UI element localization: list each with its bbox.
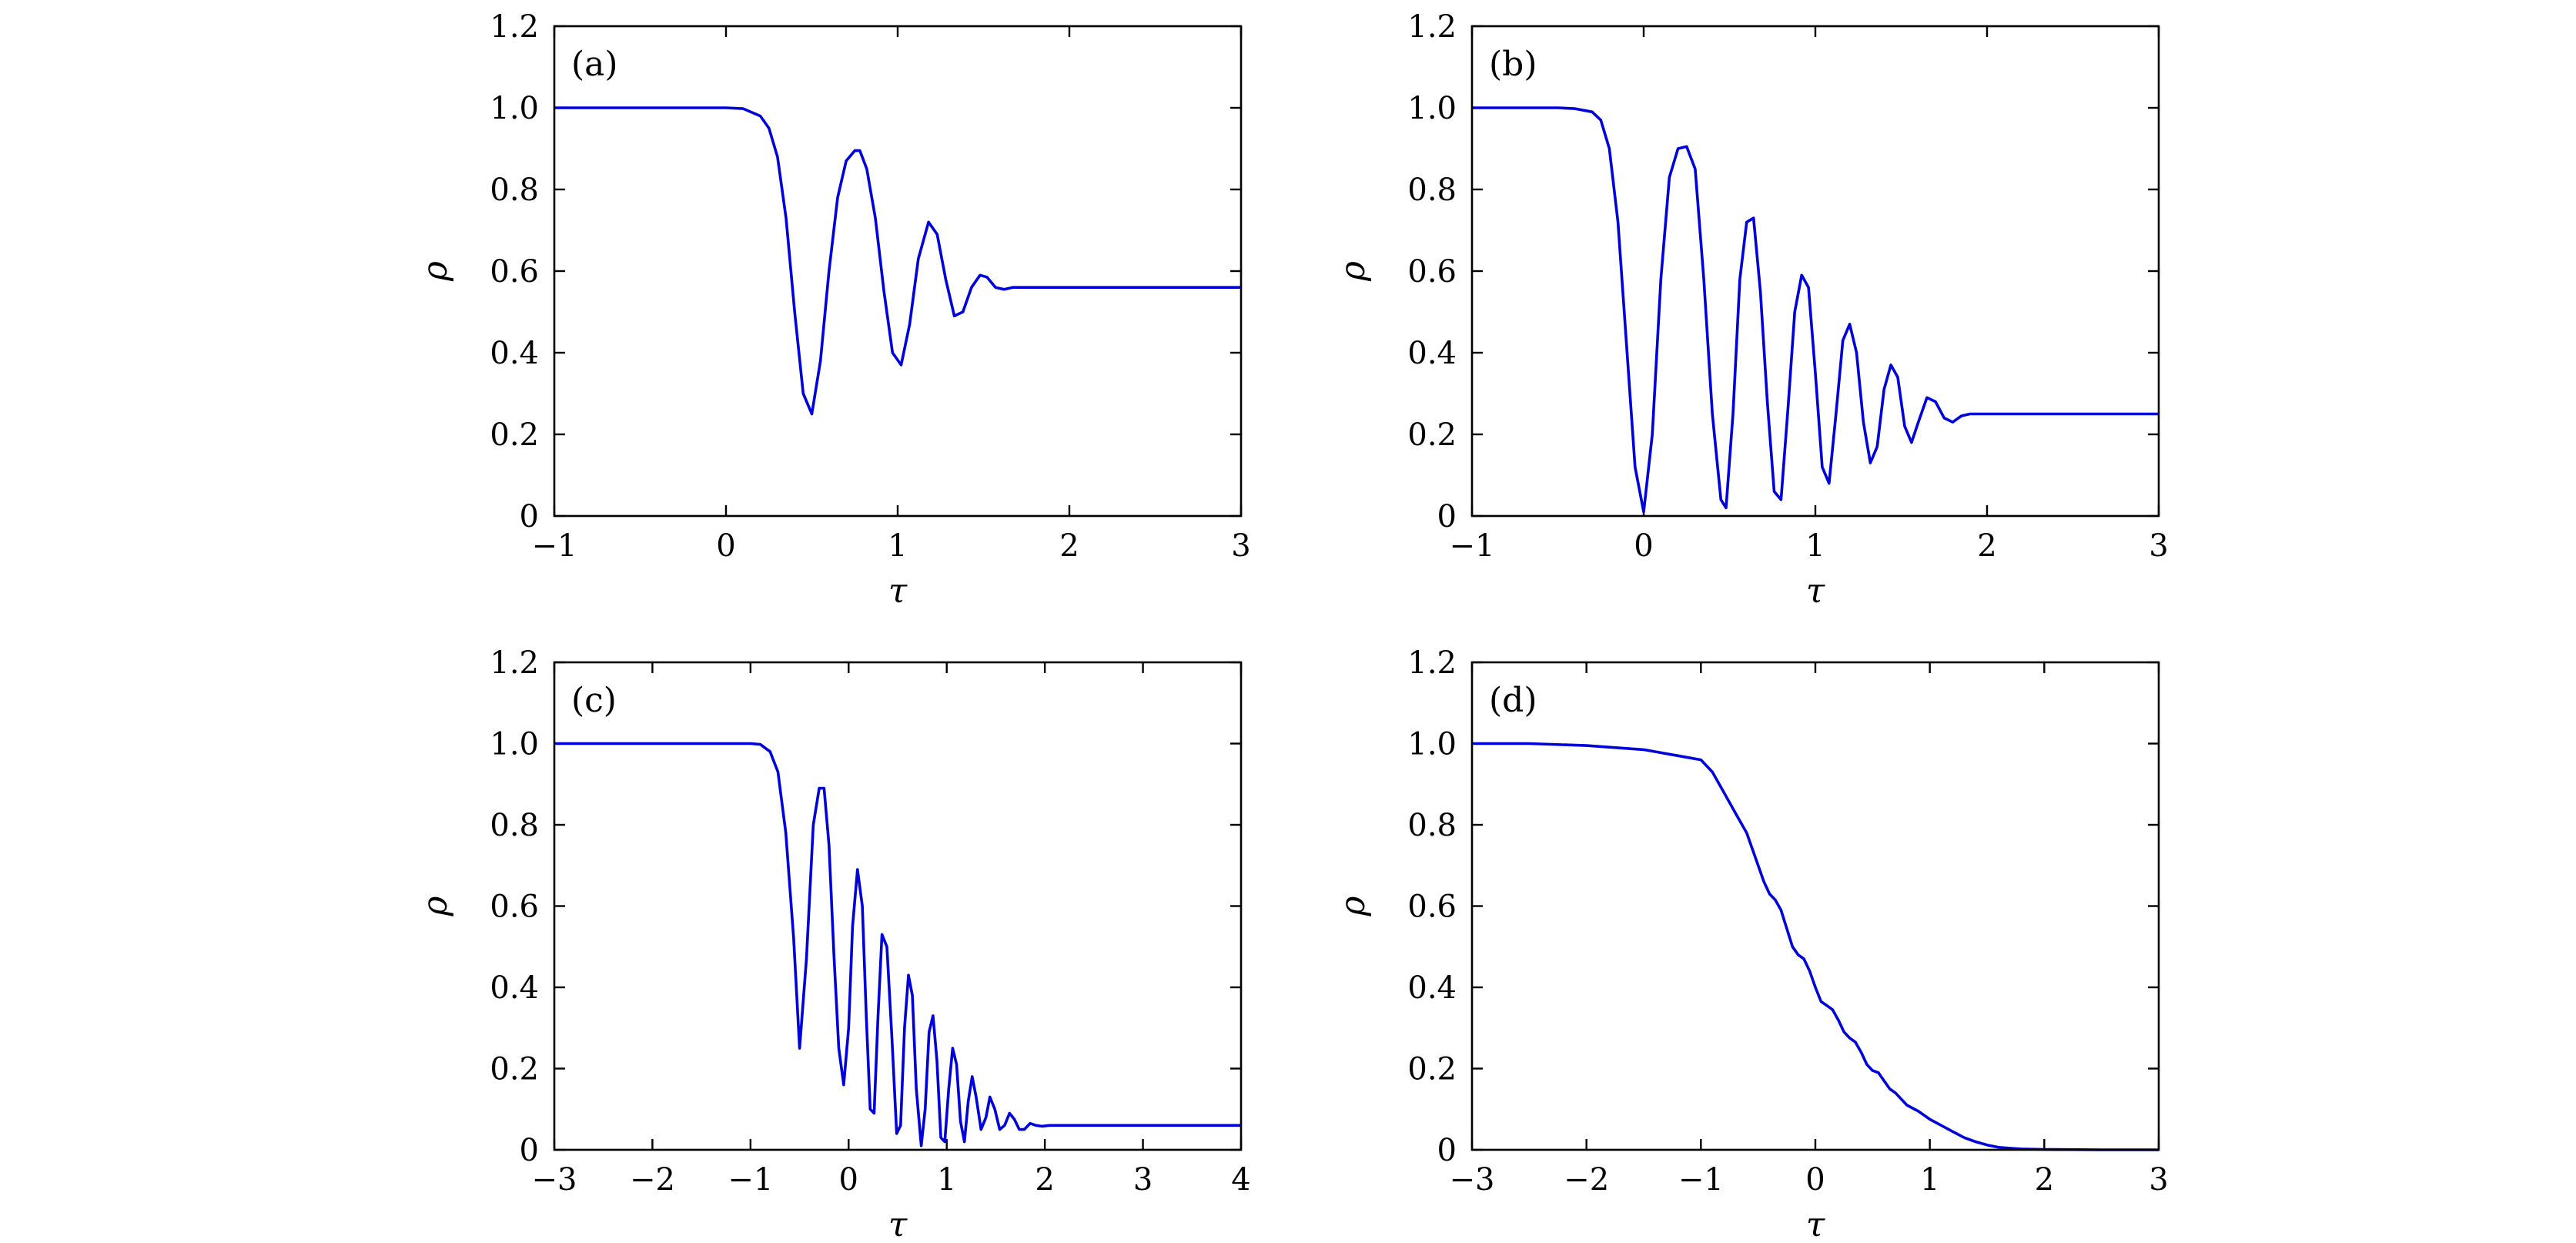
y-tick-label: 1.0 [490, 727, 539, 762]
plot-frame [553, 25, 1243, 518]
y-tick-label: 0.6 [1407, 254, 1457, 290]
panel-a: −1 0 1 2 300.20.40.60.81.01.2(a)τρ [416, 9, 1251, 611]
x-tick-label: −1 [532, 528, 577, 564]
x-tick-label: −2 [630, 1162, 675, 1198]
panel-label: (a) [571, 45, 618, 84]
y-tick-label: 0.8 [1407, 808, 1457, 843]
panel-label: (d) [1489, 681, 1537, 720]
y-axis-label: ρ [416, 896, 455, 916]
x-tick-label: 0 [1805, 1162, 1825, 1198]
y-axis-label: ρ [1333, 896, 1373, 916]
series-line [554, 742, 1241, 1148]
x-axis-label: τ [888, 1205, 908, 1243]
x-tick-label: 3 [2149, 528, 2168, 564]
y-tick-label: 0.8 [1407, 173, 1457, 208]
plot-frame [1470, 661, 2160, 1151]
x-tick-label: 2 [2035, 1162, 2054, 1198]
x-tick-label: 3 [1133, 1162, 1153, 1198]
y-tick-label: 0.6 [490, 890, 539, 925]
x-tick-label: 1 [937, 1162, 956, 1198]
x-tick-label: 1 [888, 528, 907, 564]
y-tick-label: 0.2 [490, 1052, 539, 1087]
x-tick-label: 1 [1920, 1162, 1939, 1198]
y-tick-label: 1.2 [490, 645, 539, 681]
y-tick-label: 1.2 [490, 9, 539, 45]
y-tick-label: 1.0 [1407, 91, 1457, 126]
x-axis-label: τ [888, 571, 908, 611]
x-tick-label: 3 [2149, 1162, 2168, 1198]
x-tick-label: 3 [1231, 528, 1250, 564]
y-tick-label: 0.8 [490, 173, 539, 208]
y-tick-label: 0.8 [490, 808, 539, 843]
y-tick-label: 1.0 [490, 91, 539, 126]
y-tick-label: 1.0 [1407, 727, 1457, 762]
panel-d: −3 −2 −1 0 1 2 3 0 0.2 0.4 0.6 0.8 1.0 1.2 (d) τ ρ [1333, 645, 2169, 1243]
x-tick-label: −3 [532, 1162, 577, 1198]
panel-label: (b) [1489, 45, 1537, 84]
x-tick-label: 2 [1059, 528, 1079, 564]
x-tick-label: 0 [716, 528, 735, 564]
x-axis-label: τ [1806, 571, 1825, 611]
y-tick-label: 1.2 [1407, 9, 1457, 45]
y-tick-label: 0 [520, 499, 539, 534]
series-line [554, 106, 1241, 416]
series-line [1472, 742, 2159, 1151]
x-tick-label: −1 [1678, 1162, 1724, 1198]
x-tick-label: −2 [1564, 1162, 1609, 1198]
y-axis-label: ρ [416, 261, 455, 282]
x-tick-label: 0 [839, 1162, 858, 1198]
y-tick-label: 0.6 [490, 254, 539, 290]
series-line [1472, 106, 2159, 514]
x-tick-label: 1 [1805, 528, 1825, 564]
y-tick-label: 1.2 [1407, 645, 1457, 681]
plot-frame [553, 661, 1243, 1151]
y-tick-label: 0.4 [490, 970, 539, 1006]
y-tick-label: 0.2 [1407, 1052, 1457, 1087]
panel-c: −3 −2 −1 0 1 2 3 4 0 0.2 0.4 0.6 0.8 1.0 1.2 (c) τ ρ [416, 645, 1251, 1243]
y-tick-label: 0.6 [1407, 890, 1457, 925]
y-tick-label: 0 [520, 1133, 539, 1168]
y-tick-label: 0.4 [490, 336, 539, 371]
x-tick-label: 2 [1977, 528, 1996, 564]
y-tick-label: 0 [1437, 1133, 1457, 1168]
y-tick-label: 0.4 [1407, 970, 1457, 1006]
x-tick-label: −3 [1450, 1162, 1495, 1198]
y-tick-label: 0.2 [1407, 417, 1457, 453]
y-tick-label: 0.4 [1407, 336, 1457, 371]
y-axis-label: ρ [1333, 261, 1373, 282]
panel-b: −1 0 1 2 300.20.40.60.81.01.2(b)τρ [1333, 9, 2169, 611]
x-tick-label: −1 [1450, 528, 1495, 564]
x-tick-label: 2 [1035, 1162, 1054, 1198]
x-tick-label: 0 [1634, 528, 1653, 564]
x-axis-label: τ [1806, 1205, 1825, 1243]
x-tick-label: 4 [1231, 1162, 1250, 1198]
plot-frame [1470, 25, 2160, 518]
y-tick-label: 0.2 [490, 417, 539, 453]
x-tick-label: −1 [728, 1162, 773, 1198]
y-tick-label: 0 [1437, 499, 1457, 534]
panel-label: (c) [571, 681, 617, 720]
